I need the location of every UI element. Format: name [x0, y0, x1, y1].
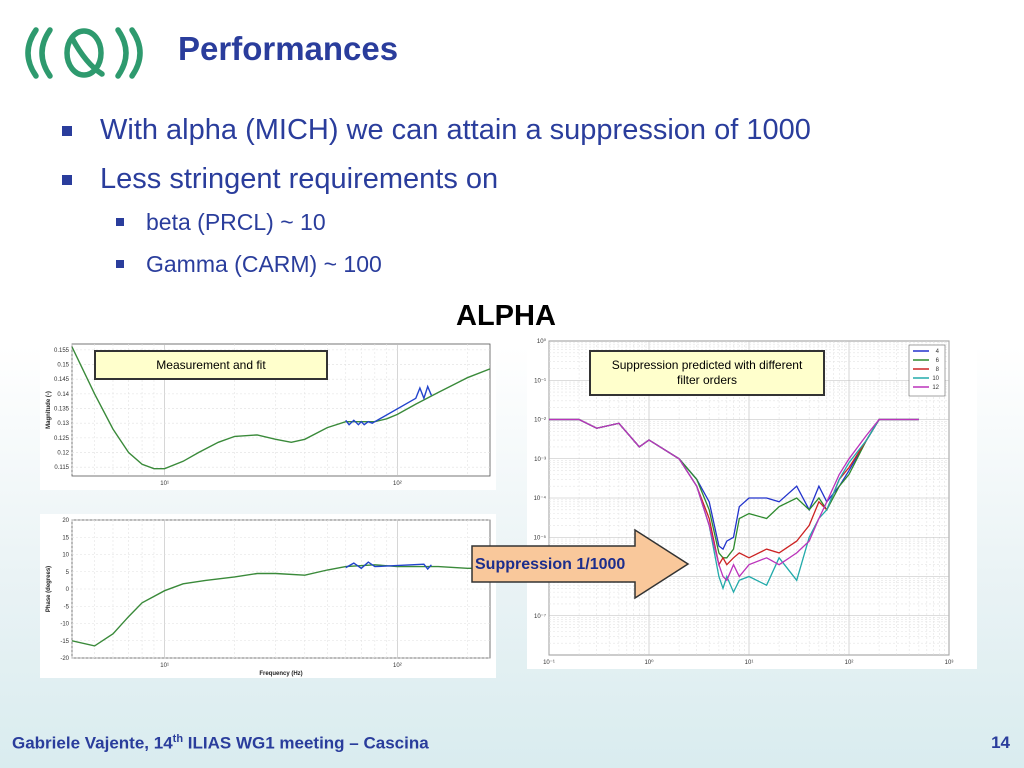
bullet-square-icon — [62, 175, 72, 185]
y-tick-label: 10⁻⁷ — [534, 613, 546, 620]
x-tick-label: 10¹ — [160, 481, 169, 487]
bullet-1-text: With alpha (MICH) we can attain a suppre… — [100, 114, 811, 146]
series-line-0 — [72, 564, 490, 647]
alpha-heading: ALPHA — [456, 300, 556, 332]
bullet-square-icon — [116, 260, 124, 268]
legend — [908, 344, 946, 397]
legend-entry: 10 — [932, 376, 939, 382]
y-tick-label: 0.135 — [54, 407, 70, 413]
x-tick-label: 10² — [845, 660, 854, 666]
legend-entry: 12 — [932, 385, 939, 391]
suppression-arrow-icon — [471, 528, 690, 600]
footer-meeting: ILIAS WG1 meeting – Cascina — [183, 733, 429, 753]
footer-sup: th — [172, 733, 184, 745]
y-tick-label: 0 — [66, 587, 70, 593]
phase-plot: 20 15 10 5 0 -5 -10 -15 -20 10¹ 10² Phase (degrees)… — [40, 514, 496, 678]
y-tick-label: 10⁻⁴ — [534, 495, 547, 502]
legend-entry: 6 — [936, 358, 940, 364]
x-tick-label: 10⁻¹ — [543, 660, 555, 666]
bullet-square-icon — [62, 126, 72, 136]
measurement-box-label: Measurement and fit — [156, 357, 266, 372]
y-tick-label: 0.115 — [54, 465, 69, 471]
slide-title: Performances — [178, 30, 399, 67]
y-tick-label: -5 — [64, 604, 70, 610]
series-line-0 — [72, 346, 490, 470]
suppression-plot: 10⁰10⁻¹10⁻²10⁻³10⁻⁴10⁻⁵10⁻⁶10⁻⁷10⁻¹10⁰10… — [527, 333, 977, 669]
y-tick-label: -15 — [60, 639, 69, 645]
y-tick-label: 0.13 — [57, 421, 69, 427]
x-tick-label: 10² — [393, 663, 402, 669]
x-tick-label: 10³ — [945, 660, 954, 666]
y-tick-label: 10⁻⁵ — [534, 534, 547, 541]
y-tick-label: 10⁰ — [537, 338, 547, 345]
y-tick-label: 20 — [62, 518, 69, 524]
bullet-square-icon — [116, 218, 124, 226]
y-tick-label: 0.155 — [54, 348, 70, 354]
measurement-box: Measurement and fit — [94, 350, 328, 380]
virgo-logo-icon — [25, 27, 143, 79]
legend-entry: 8 — [936, 367, 940, 373]
y-tick-label: 15 — [62, 535, 69, 541]
prediction-box-label: Suppression predicted with different fil… — [611, 358, 803, 387]
y-tick-label: 0.14 — [57, 392, 69, 398]
x-axis-label: Frequency (Hz) — [259, 671, 302, 677]
y-axis-label: Magnitude (-) — [46, 391, 52, 429]
x-tick-label: 10² — [393, 481, 402, 487]
legend-entry: 4 — [936, 349, 940, 355]
x-tick-label: 10⁰ — [644, 659, 654, 666]
series-line-1 — [345, 384, 433, 426]
sub-bullet-2-text: Gamma (CARM) ~ 100 — [146, 251, 382, 277]
y-tick-label: 0.125 — [54, 436, 70, 442]
y-tick-label: 0.12 — [57, 451, 69, 457]
y-tick-label: 10⁻³ — [534, 457, 546, 463]
y-tick-label: 0.15 — [57, 363, 69, 369]
y-tick-label: 10 — [62, 553, 69, 559]
y-tick-label: -20 — [60, 656, 69, 662]
footer-text: Gabriele Vajente, 14th ILIAS WG1 meeting… — [12, 733, 429, 754]
y-axis-label: Phase (degrees) — [46, 566, 52, 612]
footer-author: Gabriele Vajente, 14 — [12, 733, 173, 753]
x-tick-label: 10¹ — [160, 663, 169, 669]
y-tick-label: 0.145 — [54, 377, 70, 383]
y-tick-label: 10⁻² — [534, 418, 546, 424]
sub-bullet-1-text: beta (PRCL) ~ 10 — [146, 209, 326, 235]
y-tick-label: 5 — [66, 570, 70, 576]
prediction-box: Suppression predicted with different fil… — [589, 350, 825, 396]
bullet-2-text: Less stringent requirements on — [100, 163, 499, 195]
arrow-label: Suppression 1/1000 — [475, 556, 626, 573]
series-line-12 — [549, 418, 919, 582]
page-number: 14 — [991, 733, 1010, 752]
series-line-1 — [345, 561, 432, 571]
x-tick-label: 10¹ — [745, 660, 754, 666]
y-tick-label: 10⁻¹ — [534, 378, 546, 384]
y-tick-label: -10 — [60, 622, 69, 628]
